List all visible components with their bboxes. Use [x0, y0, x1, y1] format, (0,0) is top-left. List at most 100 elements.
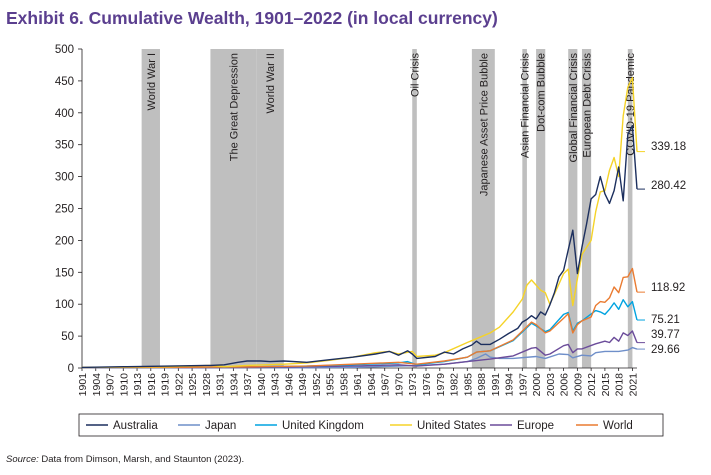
legend: Australia Japan United Kingdom United State… — [78, 413, 664, 437]
x-tick-label: 1991 — [490, 373, 502, 397]
event-label: Oil Crisis — [410, 53, 422, 97]
x-tick-label: 1934 — [228, 373, 240, 397]
x-tick-label: 1970 — [393, 373, 405, 397]
x-tick-label: 1913 — [132, 373, 144, 397]
event-band — [568, 49, 578, 368]
y-tick-label: 250 — [55, 204, 74, 216]
x-tick-label: 1937 — [242, 373, 254, 397]
legend-label: United Kingdom — [282, 420, 364, 432]
y-tick-label: 400 — [55, 108, 74, 120]
event-band — [412, 49, 417, 368]
legend-label: United States — [417, 420, 486, 432]
x-tick-label: 2012 — [586, 373, 598, 397]
series-line-world — [82, 267, 638, 369]
x-tick-label: 2009 — [572, 373, 584, 397]
source-label: Source: — [6, 454, 39, 465]
end-label: 118.92 — [651, 282, 685, 294]
x-tick-label: 1952 — [311, 373, 323, 397]
y-tick-label: 450 — [55, 76, 74, 88]
x-tick-label: 1916 — [146, 373, 158, 397]
event-bands: World War I The Great Depression World War… — [141, 49, 637, 368]
x-tick-label: 1982 — [449, 373, 461, 397]
end-label: 280.42 — [651, 180, 686, 192]
source-text: Data from Dimson, Marsh, and Staunton (2… — [41, 454, 245, 465]
x-tick-label: 1940 — [256, 373, 268, 397]
x-tick-label: 1973 — [407, 373, 419, 397]
x-tick-label: 1943 — [270, 373, 282, 397]
x-tick-label: 1901 — [77, 373, 89, 397]
end-label: 39.77 — [651, 329, 680, 341]
x-tick-label: 1910 — [118, 373, 130, 397]
x-tick-label: 1946 — [283, 373, 295, 397]
series-line-japan — [81, 346, 638, 369]
y-tick-label: 0 — [68, 363, 74, 375]
end-labels: 280.42 29.66 75.21 339.18 39.77 118.92 — [637, 141, 686, 356]
event-band — [141, 49, 160, 368]
y-tick-label: 50 — [61, 331, 74, 343]
x-tick-label: 1955 — [325, 373, 337, 397]
x-tick-label: 2003 — [545, 373, 557, 397]
series-lines — [81, 76, 638, 369]
x-tick-label: 1985 — [462, 373, 474, 397]
x-tick-label: 1928 — [201, 373, 213, 397]
event-band — [256, 49, 284, 368]
x-tick-label: 1988 — [476, 373, 488, 397]
y-tick-label: 500 — [55, 44, 74, 56]
legend-label: World — [603, 420, 633, 432]
series-line-united-kingdom — [82, 299, 638, 369]
event-band — [522, 49, 527, 368]
event-label: Japanese Asset Price Bubble — [478, 53, 490, 196]
series-line-united-states — [81, 76, 638, 369]
x-tick-label: 1925 — [187, 373, 199, 397]
x-tick-label: 1976 — [421, 373, 433, 397]
event-band — [471, 49, 495, 368]
event-band — [536, 49, 546, 368]
event-band — [210, 49, 257, 368]
event-label: World War I — [146, 53, 158, 110]
series-line-europe — [81, 330, 638, 369]
event-label: World War II — [265, 53, 277, 114]
series-line-australia — [81, 124, 638, 369]
chart: World War I The Great Depression World War… — [55, 44, 686, 437]
y-tick-label: 150 — [55, 267, 74, 279]
x-tick-label: 1994 — [504, 373, 516, 397]
legend-label: Australia — [113, 420, 158, 432]
legend-label: Japan — [205, 420, 236, 432]
legend-box — [78, 413, 664, 437]
end-label: 29.66 — [651, 344, 680, 356]
event-label: Asian Financial Crisis — [520, 53, 532, 159]
x-tick-label: 1997 — [517, 373, 529, 397]
event-label: Global Financial Crisis — [568, 53, 580, 163]
x-tick-label: 1958 — [338, 373, 350, 397]
event-band — [581, 49, 592, 368]
event-band — [627, 49, 633, 368]
y-tick-label: 200 — [55, 235, 74, 247]
event-label: European Debt Crisis — [582, 53, 594, 158]
x-tick-label: 2000 — [531, 373, 543, 397]
x-tick-label: 1907 — [105, 373, 117, 397]
x-tick-label: 2006 — [559, 373, 571, 397]
x-tick-label: 1967 — [380, 373, 392, 397]
legend-label: Europe — [517, 420, 554, 432]
end-label: 75.21 — [651, 314, 680, 326]
x-tick-label: 1961 — [352, 373, 364, 397]
y-tick-label: 100 — [55, 299, 74, 311]
x-tick-label: 1964 — [366, 373, 378, 397]
x-tick-label: 1931 — [215, 373, 227, 397]
x-tick-label: 2021 — [627, 373, 639, 397]
y-tick-label: 300 — [55, 172, 74, 184]
source-note: Source: Data from Dimson, Marsh, and Sta… — [6, 454, 244, 465]
x-tick-label: 2015 — [600, 373, 612, 397]
y-tick-label: 350 — [55, 140, 74, 152]
chart-title: Exhibit 6. Cumulative Wealth, 1901–2022 … — [6, 8, 498, 28]
x-tick-label: 2018 — [614, 373, 626, 397]
x-tick-label: 1919 — [160, 373, 172, 397]
x-tick-label: 1979 — [435, 373, 447, 397]
x-tick-label: 1922 — [173, 373, 185, 397]
event-label: Dot-com Bubble — [536, 53, 548, 132]
end-label: 339.18 — [651, 141, 686, 153]
event-label: COVID-19 Pandemic — [625, 53, 637, 156]
x-tick-label: 1904 — [91, 373, 103, 397]
x-tick-label: 1949 — [297, 373, 309, 397]
